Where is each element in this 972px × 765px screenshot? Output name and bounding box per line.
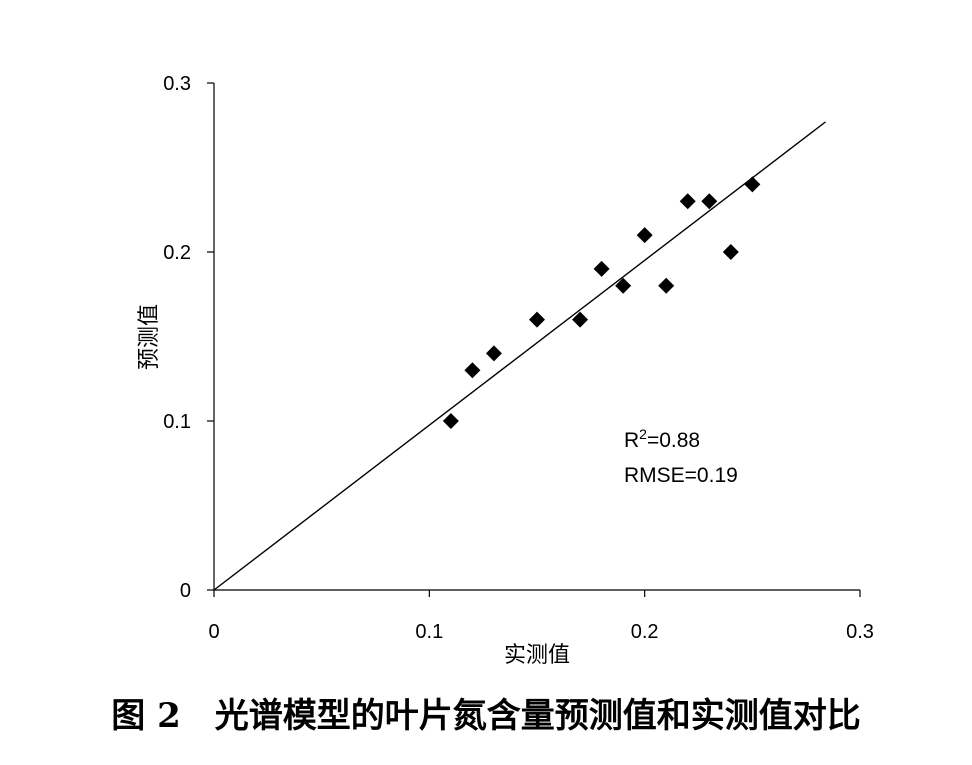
data-point: [485, 345, 502, 362]
y-axis-label: 预测值: [137, 304, 162, 370]
data-point: [529, 311, 545, 328]
y-axis-ticks: 0 0.1 0.2 0.3: [163, 73, 214, 602]
x-tick-label: 0: [208, 621, 219, 643]
y-tick-label: 0: [180, 580, 191, 602]
data-point: [442, 413, 459, 429]
x-tick-label: 0.3: [846, 621, 874, 643]
data-point: [464, 362, 481, 379]
trendline: [213, 121, 826, 591]
data-point: [679, 193, 696, 210]
y-tick-label: 0.3: [163, 73, 191, 95]
r-squared-superscript: 2: [639, 426, 647, 442]
figure-caption: 图 2 光谱模型的叶片氮含量预测值和实测值对比: [111, 696, 861, 736]
data-point: [744, 176, 761, 193]
data-points: [442, 176, 761, 429]
data-point: [636, 227, 653, 244]
data-point: [701, 193, 718, 210]
r-squared-base: R: [624, 429, 639, 452]
x-axis-ticks: 0 0.1 0.2 0.3: [208, 590, 874, 643]
data-point: [722, 244, 739, 260]
y-tick-label: 0.2: [163, 242, 191, 264]
y-tick-label: 0.1: [163, 411, 191, 433]
data-point: [593, 260, 610, 277]
data-point: [572, 311, 589, 328]
data-point: [658, 277, 675, 294]
x-tick-label: 0.1: [415, 621, 443, 643]
x-axis-label: 实测值: [504, 643, 570, 668]
data-point: [615, 277, 632, 294]
x-tick-label: 0.2: [631, 621, 659, 643]
rmse-annotation: RMSE=0.19: [624, 464, 738, 487]
r-squared-annotation: R2=0.88: [624, 426, 700, 452]
r-squared-value: =0.88: [647, 429, 700, 452]
